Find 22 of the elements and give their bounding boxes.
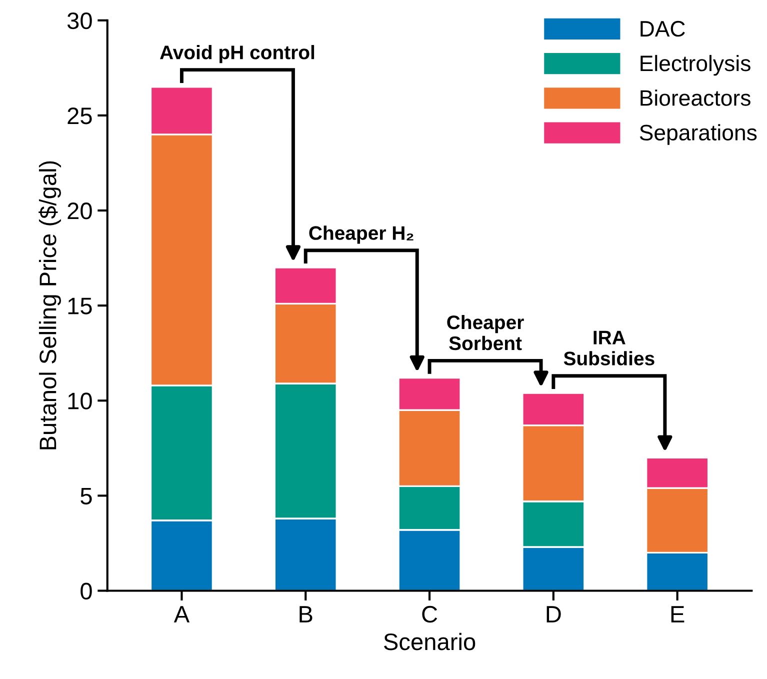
legend-label: Separations [640, 124, 757, 145]
y-tick-label: 30 [67, 12, 92, 30]
y-tick-label: 15 [68, 298, 92, 314]
y-tick-label: 0 [80, 582, 92, 600]
legend-label: DAC [640, 20, 685, 37]
y-tick-label: 10 [68, 392, 92, 410]
x-tick-label: E [671, 606, 684, 622]
x-tick-label: C [422, 606, 438, 623]
annotation: Cheaper H₂ [309, 226, 414, 244]
annotation: Cheaper Sorbent [447, 314, 524, 350]
legend-label: Electrolysis [640, 54, 750, 76]
y-tick-label: 20 [68, 202, 92, 220]
x-tick-label: D [546, 606, 561, 622]
y-axis-title: Butanol Selling Price ($/gal) [38, 161, 61, 450]
y-tick-label: 25 [68, 108, 92, 124]
x-axis-title: Scenario [384, 632, 476, 650]
legend-label: Bioreactors [640, 90, 750, 106]
x-tick-label: B [300, 606, 312, 622]
annotation: Avoid pH control [160, 45, 314, 64]
annotation: IRA Subsidies [564, 330, 654, 366]
y-tick-label: 5 [80, 488, 92, 504]
x-tick-label: A [174, 606, 190, 622]
